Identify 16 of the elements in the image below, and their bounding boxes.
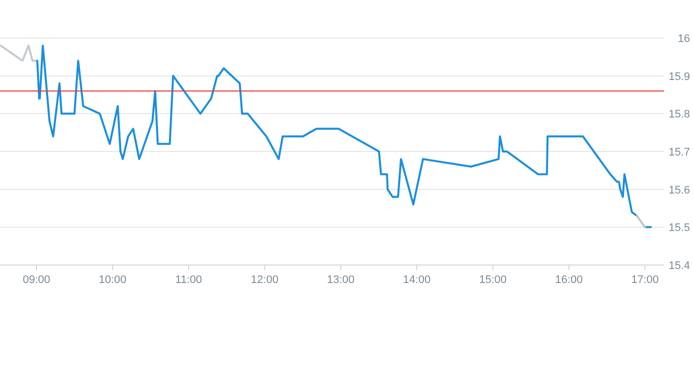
y-tick-label: 16 — [678, 33, 690, 45]
x-tick-label: 11:00 — [175, 274, 202, 286]
y-tick-label: 15.8 — [668, 108, 690, 121]
x-tick-label: 10:00 — [98, 274, 126, 286]
x-tick-label: 17:00 — [631, 274, 659, 286]
x-tick-label: 13:00 — [326, 274, 355, 286]
x-tick-label: 14:00 — [403, 274, 431, 286]
x-tick-label: 16:00 — [555, 274, 583, 286]
x-tick-label: 15:00 — [479, 274, 507, 286]
x-tick-label: 09:00 — [22, 274, 50, 286]
y-tick-label: 15.4 — [668, 260, 690, 272]
x-tick-label: 12:00 — [250, 274, 278, 286]
y-tick-label: 15.5 — [668, 222, 690, 234]
y-tick-label: 15.9 — [668, 70, 690, 83]
y-tick-label: 15.6 — [668, 184, 690, 196]
y-tick-label: 15.7 — [668, 146, 690, 158]
